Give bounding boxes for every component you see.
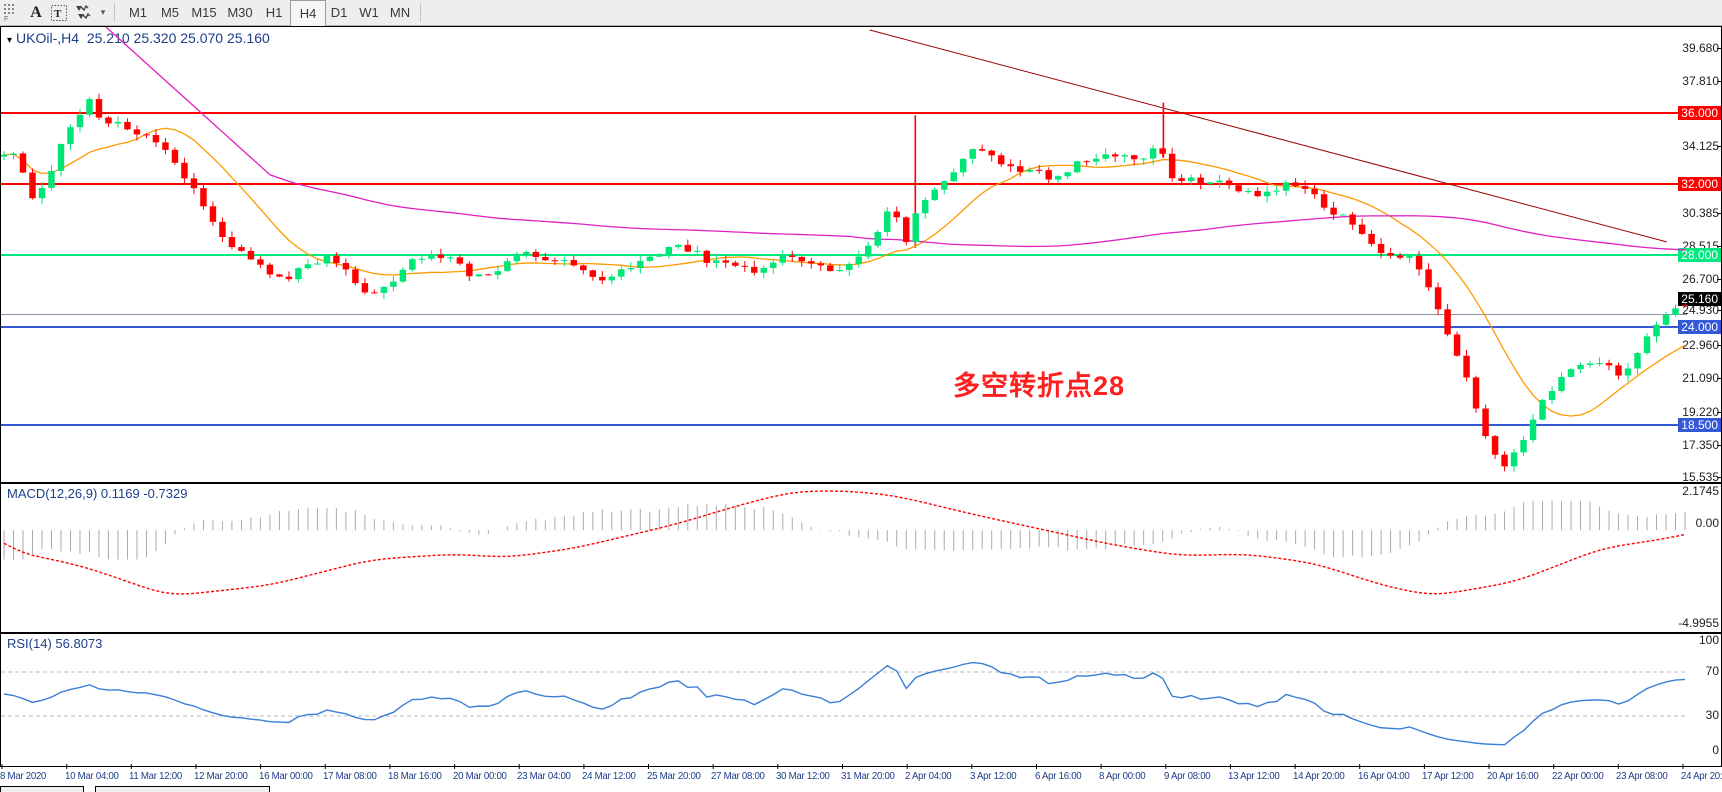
svg-text:F: F xyxy=(4,16,8,22)
svg-text:T: T xyxy=(54,8,62,20)
